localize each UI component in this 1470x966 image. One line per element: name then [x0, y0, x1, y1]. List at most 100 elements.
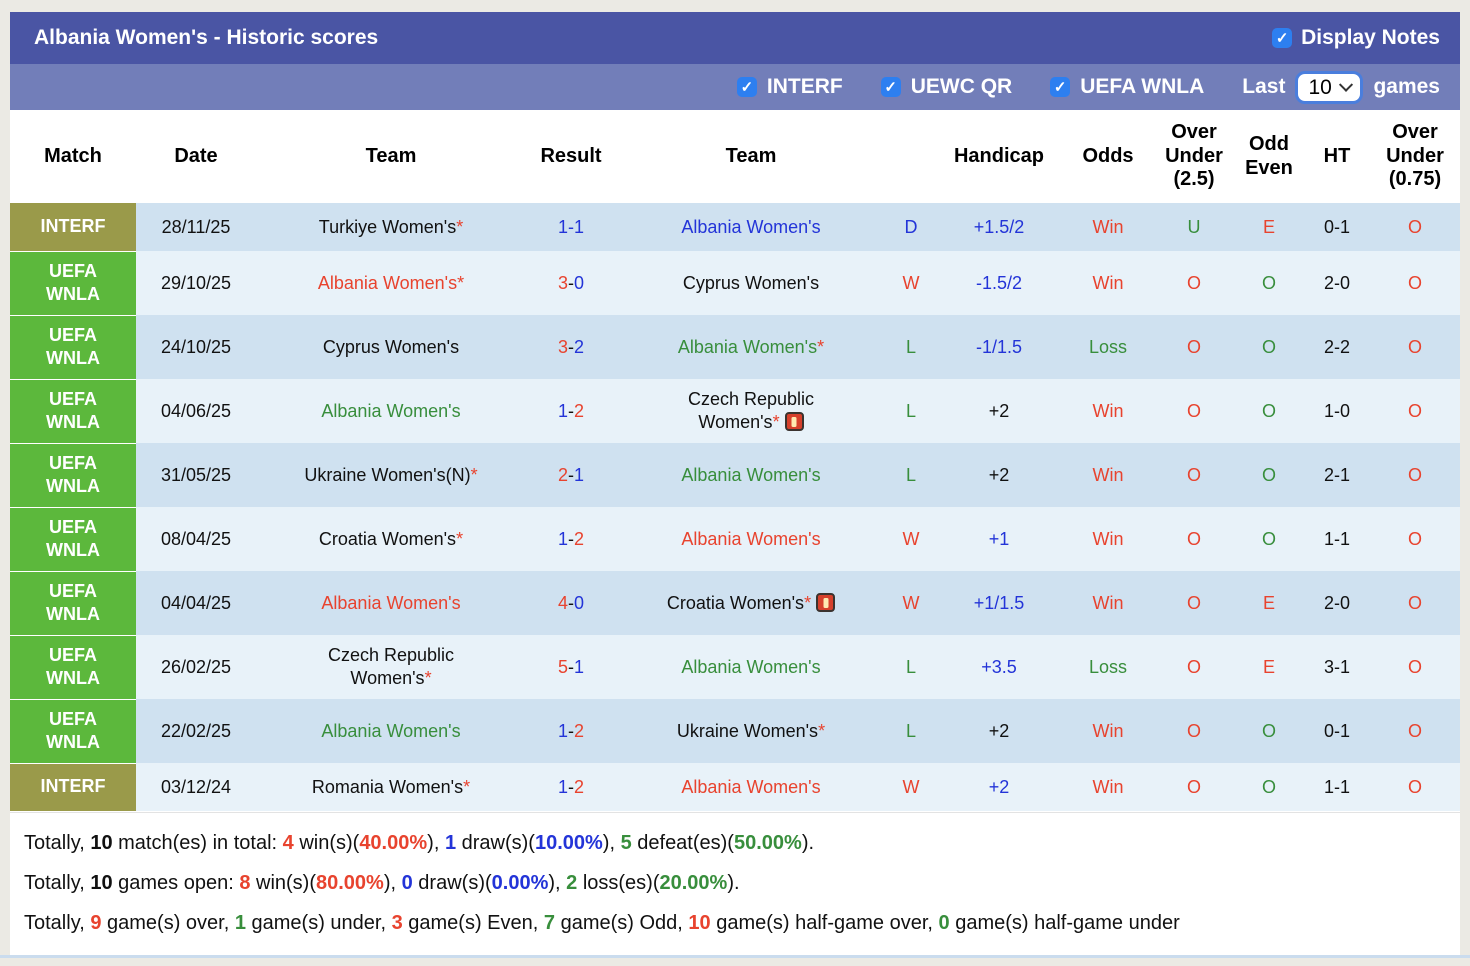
team-name: Albania Women's* — [678, 336, 824, 359]
summary-stat-value: 10 — [90, 831, 113, 854]
competition-badge-label: INTERF — [40, 776, 106, 797]
home-team: Romania Women's* — [256, 763, 526, 811]
odds-result: Win — [1062, 571, 1154, 635]
handicap-value: +1 — [936, 507, 1062, 571]
home-score: 5 — [557, 656, 568, 677]
odds-text: Loss — [1088, 336, 1128, 357]
score-dash: - — [568, 216, 574, 237]
result-letter-text: D — [904, 216, 918, 237]
competition-badge-label: UEFA WNLA — [46, 388, 100, 432]
team-name: Cyprus Women's — [683, 272, 819, 295]
half-time-score: 0-1 — [1304, 699, 1370, 763]
summary-text: ), — [548, 871, 567, 894]
half-time-score-text: 2-2 — [1323, 336, 1350, 357]
odds-result: Win — [1062, 203, 1154, 251]
match-date-text: 03/12/24 — [160, 776, 232, 797]
summary-text: ), — [383, 871, 402, 894]
away-team: Czech Republic Women's* — [616, 379, 886, 443]
odds-text: Win — [1092, 216, 1124, 237]
summary-stat-value: 10.00% — [534, 831, 603, 854]
team-name-text: Albania Women's — [677, 337, 818, 358]
away-team: Albania Women's — [616, 763, 886, 811]
summary-text: games open: — [112, 871, 240, 894]
odds-text: Win — [1092, 464, 1124, 485]
score-dash: - — [568, 272, 574, 293]
result-letter: W — [886, 763, 936, 811]
handicap-value: +2 — [936, 699, 1062, 763]
match-date: 29/10/25 — [136, 251, 256, 315]
team-name-text: Croatia Women's — [666, 593, 805, 614]
result-letter-text: W — [902, 528, 920, 549]
match-date-text: 24/10/25 — [160, 336, 232, 357]
summary-text: ). — [727, 871, 740, 894]
column-header-ht: HT — [1304, 110, 1370, 203]
over-under-0-75: O — [1370, 699, 1460, 763]
column-header-team: Team — [616, 110, 886, 203]
historic-scores-panel: Albania Women's - Historic scores Displa… — [10, 12, 1460, 955]
column-header-date: Date — [136, 110, 256, 203]
summary-stat-value: 0 — [401, 871, 413, 894]
over-under-0-75: O — [1370, 635, 1460, 699]
away-team: Cyprus Women's — [616, 251, 886, 315]
competition-badge: UEFA WNLA — [10, 571, 136, 636]
summary-stat-value: 9 — [90, 911, 102, 934]
page-bottom-gap — [0, 957, 1470, 966]
competition-badge: UEFA WNLA — [10, 379, 136, 444]
match-date-text: 22/02/25 — [160, 720, 232, 741]
result-letter: L — [886, 699, 936, 763]
summary-text: game(s) over, — [101, 911, 235, 934]
interf-label: INTERF — [766, 75, 843, 98]
team-name-text: Albania Women's — [681, 465, 821, 486]
match-result: 3-0 — [526, 251, 616, 315]
over-under-2-5: O — [1154, 635, 1234, 699]
match-result: 1-2 — [526, 763, 616, 811]
team-name-text: Cyprus Women's — [682, 273, 820, 294]
home-team: Turkiye Women's* — [256, 203, 526, 251]
table-row: UEFA WNLA 31/05/25 Ukraine Women's(N)* 2-1 A… — [10, 443, 1460, 508]
over-under-2-5-text: O — [1186, 656, 1201, 677]
home-star-marker: * — [470, 465, 478, 486]
summary-stat-value: 7 — [543, 911, 556, 934]
away-score: 1 — [574, 464, 585, 485]
match-result: 5-1 — [526, 635, 616, 699]
games-count-select[interactable]: 10 — [1302, 75, 1355, 99]
interf-checkbox[interactable] — [736, 77, 757, 97]
odds-text: Win — [1092, 528, 1124, 549]
odds-result: Loss — [1062, 315, 1154, 379]
uewc-qr-label: UEWC QR — [910, 75, 1013, 98]
column-header-over-under-2.5-: Over Under (2.5) — [1154, 110, 1234, 203]
team-name-text: Ukraine Women's — [676, 721, 819, 742]
odd-even-text: E — [1262, 592, 1275, 613]
column-header-handicap: Handicap — [936, 110, 1062, 203]
team-name: Albania Women's — [321, 592, 460, 615]
team-name: Albania Women's — [681, 656, 820, 679]
display-notes-checkbox[interactable] — [1272, 28, 1293, 48]
home-score: 1 — [557, 776, 568, 797]
team-name: Czech Republic Women's* — [293, 644, 489, 691]
result-letter: L — [886, 635, 936, 699]
odd-even: O — [1234, 443, 1304, 507]
result-letter-text: L — [905, 336, 916, 357]
match-result: 3-2 — [526, 315, 616, 379]
summary-stat-value: 4 — [282, 831, 294, 854]
odd-even: O — [1234, 699, 1304, 763]
home-team: Albania Women's — [256, 571, 526, 635]
over-under-0-75-text: O — [1407, 464, 1422, 485]
handicap-value: +2 — [936, 763, 1062, 811]
match-date-text: 08/04/25 — [160, 528, 232, 549]
summary-stat-value: 80.00% — [316, 871, 384, 894]
uewc-qr-checkbox[interactable] — [880, 77, 901, 97]
result-letter-text: L — [905, 400, 916, 421]
half-time-score-text: 1-0 — [1323, 400, 1350, 421]
score-dash: - — [568, 656, 574, 677]
result-letter-text: W — [902, 776, 920, 797]
match-result: 1-2 — [526, 699, 616, 763]
competition-badge-label: UEFA WNLA — [46, 452, 100, 496]
over-under-2-5: O — [1154, 251, 1234, 315]
uefa-wnla-checkbox[interactable] — [1050, 77, 1071, 97]
odd-even-text: O — [1261, 776, 1276, 797]
odd-even: E — [1234, 571, 1304, 635]
games-count-select-wrap: 10 — [1295, 70, 1364, 104]
competition-badge-label: UEFA WNLA — [46, 516, 100, 560]
half-time-score: 1-1 — [1304, 507, 1370, 571]
